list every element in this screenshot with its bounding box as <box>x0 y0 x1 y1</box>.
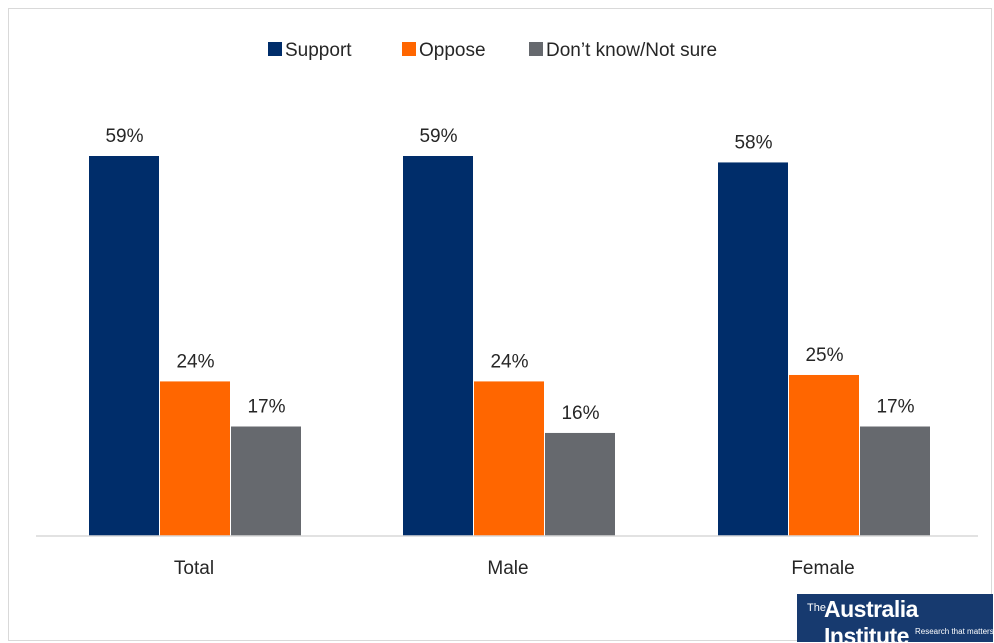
data-label: 58% <box>734 132 772 153</box>
legend-label: Oppose <box>419 40 486 61</box>
logo-name: Australia Institute <box>824 596 918 642</box>
australia-institute-logo: The Australia Institute Research that ma… <box>797 594 993 642</box>
bars <box>89 156 930 536</box>
legend-swatch <box>529 42 543 56</box>
data-label: 25% <box>805 345 843 366</box>
legend-label: Support <box>285 40 352 61</box>
legend-item-oppose: Oppose <box>402 40 486 61</box>
logo-tagline: Research that matters <box>915 627 993 636</box>
bar-support-female <box>718 162 788 536</box>
logo-prefix: The <box>807 602 826 614</box>
bar-support-male <box>403 156 473 536</box>
data-label: 17% <box>876 397 914 418</box>
data-label: 24% <box>176 351 214 372</box>
bar-oppose-total <box>160 381 230 536</box>
data-labels: 59% 24% 17% 59% 24% 16% 58% 25% 17% <box>105 126 914 424</box>
bar-don-t-know-not-sure-female <box>860 426 930 536</box>
bar-support-total <box>89 156 159 536</box>
x-tick-label-female: Female <box>791 558 854 579</box>
legend-item-don-t-know-not-sure: Don’t know/Not sure <box>529 40 717 61</box>
legend-item-support: Support <box>268 40 352 61</box>
x-tick-label-total: Total <box>174 558 214 579</box>
data-label: 59% <box>105 126 143 147</box>
data-label: 16% <box>561 403 599 424</box>
bar-don-t-know-not-sure-total <box>231 426 301 536</box>
bar-don-t-know-not-sure-male <box>545 432 615 536</box>
x-tick-label-male: Male <box>487 558 528 579</box>
legend: Support Oppose Don’t know/Not sure <box>268 40 717 61</box>
data-label: 17% <box>247 397 285 418</box>
data-label: 59% <box>419 126 457 147</box>
legend-swatch <box>402 42 416 56</box>
legend-swatch <box>268 42 282 56</box>
bar-oppose-female <box>789 374 859 536</box>
data-label: 24% <box>490 351 528 372</box>
legend-label: Don’t know/Not sure <box>546 40 717 61</box>
x-axis-tick-labels: Total Male Female <box>174 558 855 579</box>
bar-oppose-male <box>474 381 544 536</box>
